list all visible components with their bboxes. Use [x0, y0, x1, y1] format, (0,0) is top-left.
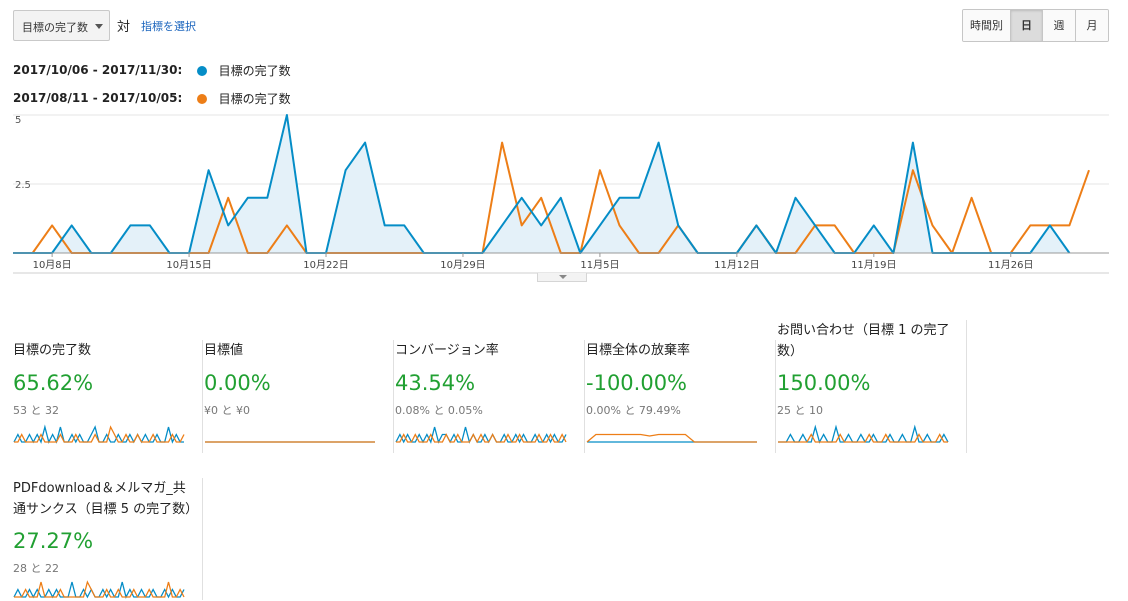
scorecard-goal-value[interactable]: 目標値 0.00% ¥0 と ¥0 — [204, 340, 394, 453]
scorecard-value: 27.27% — [13, 529, 94, 553]
scorecard-sub: 25 と 10 — [777, 404, 823, 417]
x-tick-label: 11月12日 — [714, 259, 759, 271]
choose-metric-link[interactable]: 指標を選択 — [141, 20, 196, 33]
scorecard-value: 65.62% — [13, 371, 94, 395]
scorecard-conversion-rate[interactable]: コンバージョン率 43.54% 0.08% と 0.05% — [395, 340, 585, 453]
y-tick-label: 2.5 — [15, 180, 31, 191]
scorecard-value: -100.00% — [586, 371, 688, 395]
scorecard-sparkline — [13, 580, 185, 599]
goal-completions-chart: 5 2.5 10月8日 10月15日 10月22日 10月29日 11月5日 11月12日 11… — [13, 114, 1109, 274]
scorecard-sparkline — [395, 426, 567, 444]
metric-select-label: 目標の完了数 — [22, 21, 88, 34]
chevron-down-icon — [95, 24, 103, 29]
x-tick-label: 10月29日 — [440, 259, 485, 271]
scorecard-sparkline — [13, 424, 185, 444]
metric-select[interactable]: 目標の完了数 — [13, 10, 110, 41]
scorecard-sub: 53 と 32 — [13, 404, 59, 417]
scorecard-goal-completions[interactable]: 目標の完了数 65.62% 53 と 32 — [13, 340, 203, 453]
scorecard-sub: 0.00% と 79.49% — [586, 404, 681, 417]
scorecard-sparkline — [586, 433, 757, 443]
x-tick-label: 10月8日 — [33, 259, 72, 271]
legend-range-previous: 2017/08/11 - 2017/10/05: — [13, 91, 183, 105]
x-tick-label: 11月26日 — [988, 259, 1033, 271]
vs-label: 対 — [117, 20, 131, 35]
scorecard-value: 43.54% — [395, 371, 476, 395]
legend-series-current: 目標の完了数 — [218, 64, 291, 78]
legend-dot-previous — [196, 93, 207, 104]
scorecard-value: 150.00% — [777, 371, 871, 395]
series-area-0 — [13, 115, 1070, 253]
sparkline-current — [778, 424, 949, 444]
chart-resize-handle[interactable] — [537, 273, 587, 282]
x-tick-label: 11月19日 — [851, 259, 896, 271]
granularity-day-button[interactable]: 日 — [1010, 10, 1042, 41]
scorecard-value: 0.00% — [204, 371, 271, 395]
scorecard-sub: 28 と 22 — [13, 562, 59, 575]
x-tick-label: 11月5日 — [580, 259, 619, 271]
sparkline-current — [395, 426, 567, 444]
legend-row-current: 2017/10/06 - 2017/11/30: 目標の完了数 — [13, 62, 291, 79]
legend-series-previous: 目標の完了数 — [218, 92, 291, 106]
granularity-week-button[interactable]: 週 — [1042, 10, 1075, 41]
scorecard-sub: ¥0 と ¥0 — [204, 404, 250, 417]
scorecard-title: コンバージョン率 — [395, 343, 499, 358]
scorecard-title: PDFdownload＆メルマガ_共通サンクス（目標 5 の完了数） — [13, 481, 199, 517]
scorecard-goal5-completions[interactable]: PDFdownload＆メルマガ_共通サンクス（目標 5 の完了数） 27.27… — [13, 478, 203, 600]
legend-row-previous: 2017/08/11 - 2017/10/05: 目標の完了数 — [13, 90, 291, 107]
sparkline-previous — [14, 580, 185, 598]
scorecard-title: 目標の完了数 — [13, 343, 92, 358]
sparkline-previous — [586, 433, 757, 443]
sparkline-previous — [14, 425, 185, 443]
scorecard-title: お問い合わせ（目標 1 の完了数） — [777, 323, 950, 359]
legend-dot-current — [196, 65, 207, 76]
legend-range-current: 2017/10/06 - 2017/11/30: — [13, 63, 183, 77]
sparkline-previous — [396, 433, 567, 444]
scorecard-title: 目標値 — [204, 343, 244, 358]
sparkline-current — [13, 424, 184, 444]
scorecard-sparkline — [205, 441, 375, 443]
scorecard-title: 目標全体の放棄率 — [586, 343, 691, 358]
x-tick-label: 10月15日 — [166, 259, 211, 271]
scorecard-sub: 0.08% と 0.05% — [395, 404, 483, 417]
y-tick-label: 5 — [15, 115, 21, 126]
x-tick-label: 10月22日 — [303, 259, 348, 271]
granularity-toggle: 時間別 日 週 月 — [962, 9, 1109, 42]
scorecard-goal1-completions[interactable]: お問い合わせ（目標 1 の完了数） 150.00% 25 と 10 — [777, 320, 967, 453]
sparkline-previous — [778, 433, 948, 443]
granularity-month-button[interactable]: 月 — [1075, 10, 1108, 41]
scorecard-abandonment-rate[interactable]: 目標全体の放棄率 -100.00% 0.00% と 79.49% — [586, 340, 776, 453]
scorecard-sparkline — [778, 424, 949, 444]
granularity-hourly-button[interactable]: 時間別 — [963, 10, 1010, 41]
